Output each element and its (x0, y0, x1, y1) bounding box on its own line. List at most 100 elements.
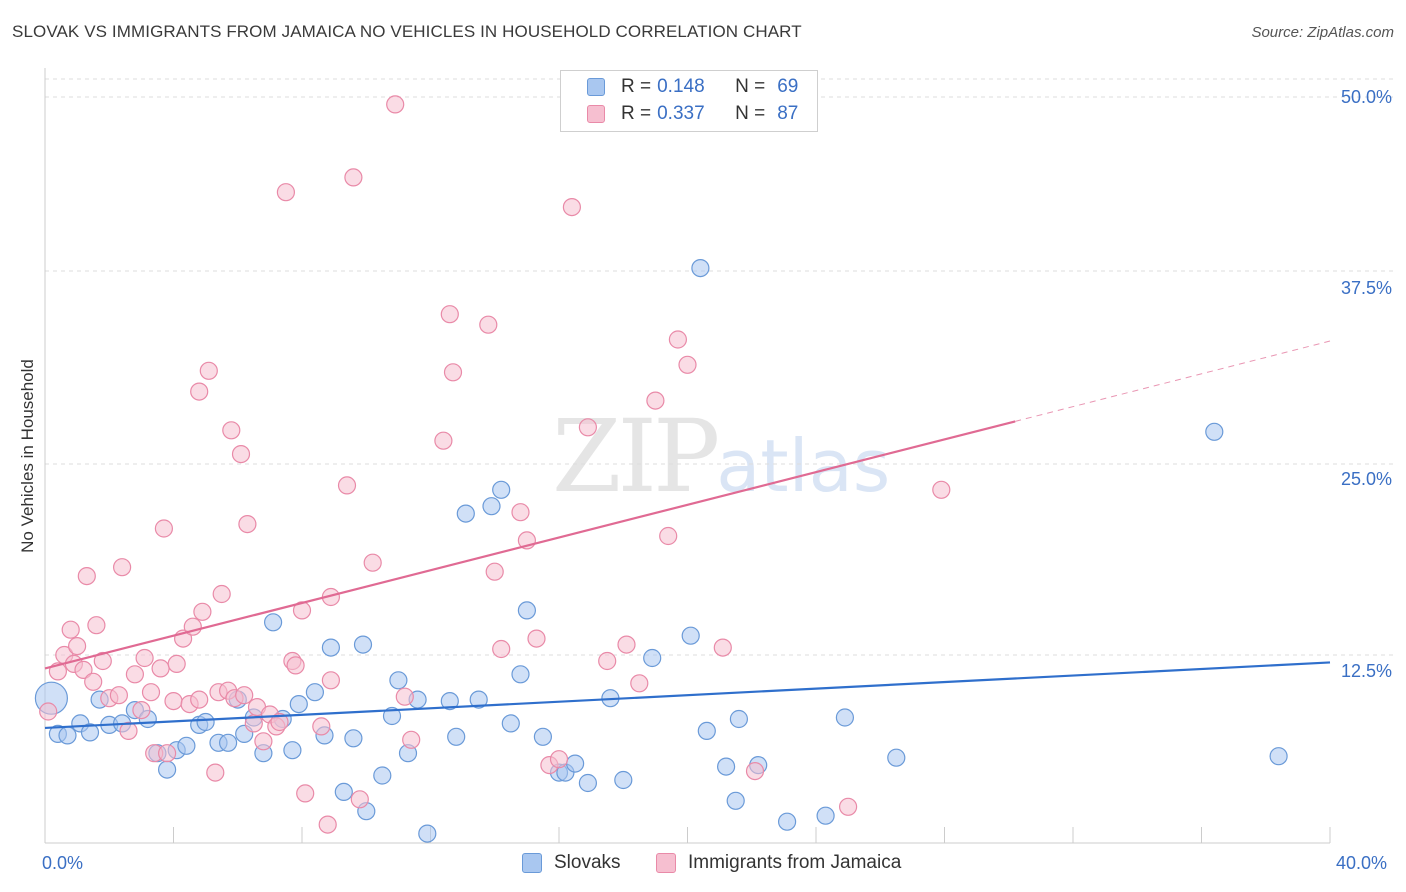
slovaks-point (456, 504, 475, 523)
jamaica-swatch (656, 853, 676, 873)
slovaks-point (353, 635, 373, 654)
jamaica-point (235, 686, 254, 705)
slovaks-point (80, 723, 100, 742)
slovaks-point (447, 727, 466, 746)
jamaica-point (158, 744, 177, 763)
jamaica-point (276, 183, 295, 202)
slovaks-point (716, 757, 736, 776)
jamaica-point (109, 686, 129, 705)
jamaica-point (190, 690, 209, 709)
slovaks-point (533, 727, 553, 746)
slovaks-point (440, 691, 459, 711)
grid-lines (45, 78, 1394, 656)
jamaica-point (713, 638, 732, 657)
jamaica-point (112, 558, 132, 577)
x-tick-min: 0.0% (42, 853, 84, 873)
slovaks-point (373, 766, 392, 785)
chart-source: Source: ZipAtlas.com (1251, 24, 1394, 41)
trend-lines (44, 340, 1331, 730)
jamaica-point (562, 198, 582, 217)
series-legend: Slovaks Immigrants from Jamaica (0, 852, 1406, 878)
jamaica-point (402, 730, 421, 749)
slovaks-point (511, 665, 530, 684)
y-tick-label: 50.0% (1340, 87, 1392, 107)
watermark-zip: ZIP (552, 398, 720, 515)
jamaica-point (254, 732, 273, 751)
jamaica-point (67, 636, 87, 656)
jamaica-point (87, 616, 106, 635)
slovaks-point (1269, 747, 1288, 766)
jamaica-point (206, 763, 225, 782)
slovaks-point (691, 259, 710, 278)
x-tick-max: 40.0% (1336, 853, 1388, 873)
jamaica-point (84, 672, 103, 691)
r-label: R = (621, 76, 652, 97)
jamaica-point (578, 418, 598, 437)
jamaica-point (932, 480, 951, 499)
slovaks-point (681, 626, 700, 645)
jamaica-point (125, 665, 144, 684)
slovaks-point (565, 754, 585, 773)
legend-label: Immigrants from Jamaica (688, 852, 902, 873)
slovaks-trend-line (44, 661, 1331, 730)
slovaks-point (726, 791, 745, 810)
slovaks-point (729, 709, 749, 729)
legend-item-jamaica[interactable]: Immigrants from Jamaica (656, 852, 901, 874)
slovaks-point (418, 824, 437, 843)
jamaica-point (350, 790, 369, 809)
jamaica-point (135, 648, 154, 668)
slovaks-point (177, 736, 196, 755)
jamaica-point (395, 687, 414, 706)
slovaks-swatch (522, 853, 542, 873)
slovaks-point (344, 729, 363, 748)
stats-row-slovaks: R = 0.148 N = 69 (587, 75, 798, 99)
jamaica-point (337, 476, 357, 495)
jamaica-swatch (587, 105, 605, 123)
jamaica-point (238, 514, 257, 534)
jamaica-point (549, 750, 569, 769)
jamaica-point (492, 639, 511, 659)
legend-item-slovaks[interactable]: Slovaks (522, 852, 621, 874)
jamaica-point (668, 330, 688, 349)
jamaica-point (77, 566, 96, 586)
jamaica-point (190, 382, 209, 401)
r-value: 0.148 (657, 76, 705, 97)
slovaks-point (517, 601, 537, 620)
jamaica-point (141, 683, 161, 702)
jamaica-point (318, 815, 337, 834)
jamaica-point (61, 620, 80, 639)
y-tick-label: 25.0% (1340, 469, 1392, 489)
slovaks-point (283, 741, 302, 760)
jamaica-point (193, 602, 212, 621)
slovaks-point (158, 760, 177, 779)
slovaks-point (289, 694, 308, 714)
jamaica-trend-extension (1015, 340, 1331, 422)
jamaica-point (222, 421, 241, 440)
jamaica-trend-line (44, 420, 1016, 670)
slovaks-point (219, 733, 238, 752)
y-axis-label: No Vehicles in Household (18, 359, 37, 553)
slovaks-point (614, 770, 633, 790)
jamaica-point (659, 526, 678, 546)
slovaks-point (469, 690, 488, 709)
jamaica-point (527, 629, 546, 648)
slovaks-point (196, 712, 215, 732)
jamaica-point (270, 712, 289, 732)
slovaks-point (501, 714, 520, 733)
slovaks-point (777, 812, 797, 831)
n-label: N = (735, 103, 766, 124)
slovaks-point (334, 782, 353, 802)
y-tick-label: 12.5% (1340, 661, 1392, 681)
jamaica-point (132, 700, 151, 720)
slovaks-point (58, 726, 77, 745)
watermark-atlas: atlas (716, 424, 891, 508)
jamaica-point (479, 315, 498, 334)
jamaica-point (164, 691, 183, 711)
slovaks-point (835, 708, 855, 727)
jamaica-point (443, 363, 463, 382)
data-points (34, 95, 1288, 843)
jamaica-point (745, 761, 765, 781)
chart-title: SLOVAK VS IMMIGRANTS FROM JAMAICA NO VEH… (12, 22, 802, 41)
slovaks-point (1205, 422, 1224, 441)
